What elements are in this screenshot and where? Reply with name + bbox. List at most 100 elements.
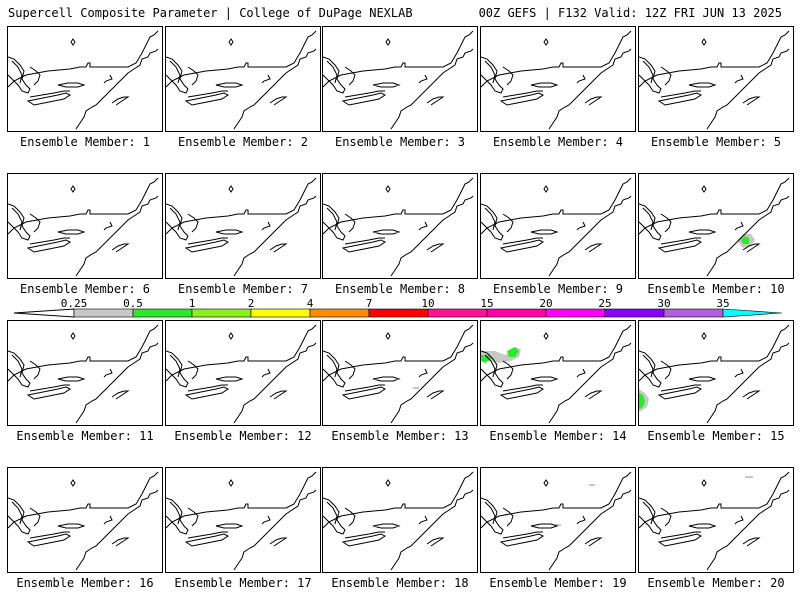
ensemble-member-label: Ensemble Member: 1 [19, 135, 151, 149]
ensemble-map-panel [7, 320, 163, 426]
ensemble-map-panel [480, 173, 636, 279]
ensemble-member-label: Ensemble Member: 14 [489, 429, 627, 443]
map-outline [706, 48, 790, 130]
map-outline [499, 239, 544, 253]
ensemble-map-panel [638, 467, 794, 573]
map-outline [584, 243, 603, 253]
map-outline [233, 489, 317, 571]
map-outline [166, 324, 317, 382]
basemap [639, 471, 790, 571]
ensemble-member-label: Ensemble Member: 17 [174, 576, 312, 590]
map-outline [385, 185, 391, 193]
ensemble-member-label: Ensemble Member: 3 [334, 135, 466, 149]
map-outline [326, 501, 338, 525]
map-outline [706, 489, 790, 571]
map-outline [70, 185, 76, 193]
map-outline [418, 368, 428, 378]
map-outline [233, 195, 317, 277]
map-outline [701, 38, 707, 46]
scp-contour-fill [741, 236, 749, 244]
colorbar-tick-label: 20 [539, 298, 552, 310]
map-outline [8, 324, 159, 382]
map-outline [706, 342, 790, 424]
map-outline [11, 207, 23, 231]
basemap [639, 177, 790, 277]
ensemble-member-label: Ensemble Member: 12 [174, 429, 312, 443]
map-outline [323, 471, 474, 529]
map-outline [543, 38, 549, 46]
map-outline [269, 390, 288, 400]
map-outline [8, 30, 159, 88]
map-outline [742, 243, 761, 253]
colorbar-tick-label: 0.25 [61, 298, 88, 310]
map-outline [642, 207, 654, 231]
map-outline [29, 90, 70, 98]
ensemble-member-label: Ensemble Member: 7 [177, 282, 309, 296]
colorbar-segment [368, 308, 429, 318]
map-outline [481, 177, 632, 235]
colorbar-tick-label: 35 [716, 298, 729, 310]
map-outline [657, 386, 702, 400]
scp-contour-fill [507, 347, 519, 357]
map-outline [187, 90, 228, 98]
map-outline [70, 479, 76, 487]
map-outline [323, 497, 346, 535]
map-outline [166, 30, 317, 88]
scp-contour-fill [589, 484, 595, 486]
map-outline [502, 90, 543, 98]
map-outline [484, 60, 496, 84]
map-outline [576, 74, 586, 84]
ensemble-member-label: Ensemble Member: 18 [331, 576, 469, 590]
map-outline [584, 96, 603, 106]
map-outline [326, 207, 338, 231]
map-outline [228, 185, 234, 193]
map-outline [29, 66, 41, 86]
map-outline [8, 177, 159, 235]
colorbar-tick-label: 10 [421, 298, 434, 310]
scp-contour-fill [481, 355, 491, 363]
map-outline [326, 354, 338, 378]
ensemble-map-panel [480, 320, 636, 426]
map-outline [344, 360, 356, 380]
ensemble-member-label: Ensemble Member: 8 [334, 282, 466, 296]
map-outline [341, 533, 386, 547]
map-outline [269, 243, 288, 253]
map-outline [29, 531, 70, 539]
map-outline [660, 66, 672, 86]
map-outline [166, 177, 317, 235]
basemap [323, 177, 474, 277]
basemap [8, 177, 159, 277]
map-outline [742, 96, 761, 106]
map-outline [576, 515, 586, 525]
map-outline [261, 221, 271, 231]
map-outline [166, 471, 317, 529]
basemap [8, 324, 159, 424]
map-outline [742, 390, 761, 400]
map-outline [166, 203, 189, 241]
map-outline [502, 237, 543, 245]
map-outline [57, 376, 86, 382]
ensemble-member-label: Ensemble Member: 4 [492, 135, 624, 149]
map-outline [426, 537, 445, 547]
map-outline [184, 92, 229, 106]
map-outline [548, 195, 632, 277]
map-outline [70, 38, 76, 46]
map-outline [103, 74, 113, 84]
map-outline [418, 221, 428, 231]
map-outline [215, 229, 244, 235]
map-outline [584, 390, 603, 400]
map-outline [187, 507, 199, 527]
map-outline [502, 531, 543, 539]
ensemble-member-label: Ensemble Member: 13 [331, 429, 469, 443]
map-outline [481, 471, 632, 529]
map-outline [57, 229, 86, 235]
basemap [481, 471, 632, 571]
map-outline [484, 354, 496, 378]
ensemble-member-label: Ensemble Member: 6 [19, 282, 151, 296]
map-outline [584, 537, 603, 547]
map-outline [660, 507, 672, 527]
map-outline [323, 203, 346, 241]
map-outline [187, 360, 199, 380]
map-outline [390, 195, 474, 277]
colorbar-tick-label: 7 [366, 298, 373, 310]
